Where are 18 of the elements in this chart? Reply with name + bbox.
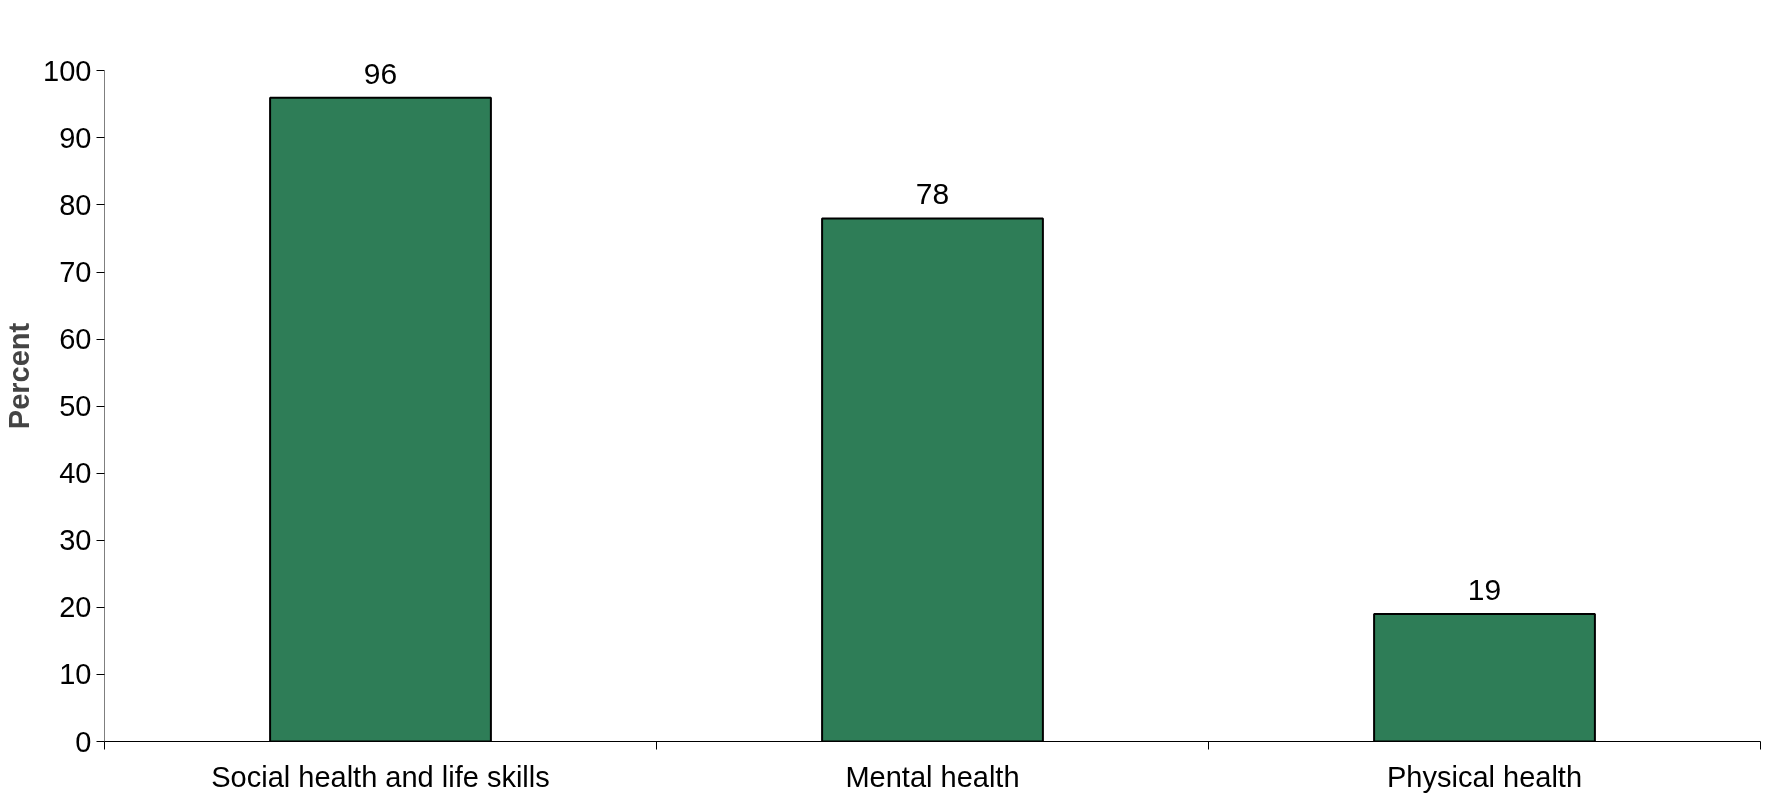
y-tick-label: 30 [59,524,92,557]
y-tick-label: 0 [75,725,92,758]
x-tick-label: Mental health [845,760,1020,793]
y-tick-label: 20 [59,591,92,624]
y-tick-label: 100 [43,54,92,87]
y-tick-label: 50 [59,390,92,423]
y-tick-label: 10 [59,658,92,691]
x-tick-label: Physical health [1386,760,1583,793]
y-tick-label: 60 [59,323,92,356]
y-tick-label: 40 [59,457,92,490]
data-label: 19 [1467,573,1502,607]
data-label: 78 [915,177,950,211]
y-tick-label: 70 [59,256,92,289]
y-tick-label: 90 [59,121,92,154]
y-tick-label: 80 [59,188,92,221]
data-label: 96 [363,56,398,90]
x-tick-label: Social health and life skills [211,760,550,793]
y-axis-title: Percent [3,322,36,430]
